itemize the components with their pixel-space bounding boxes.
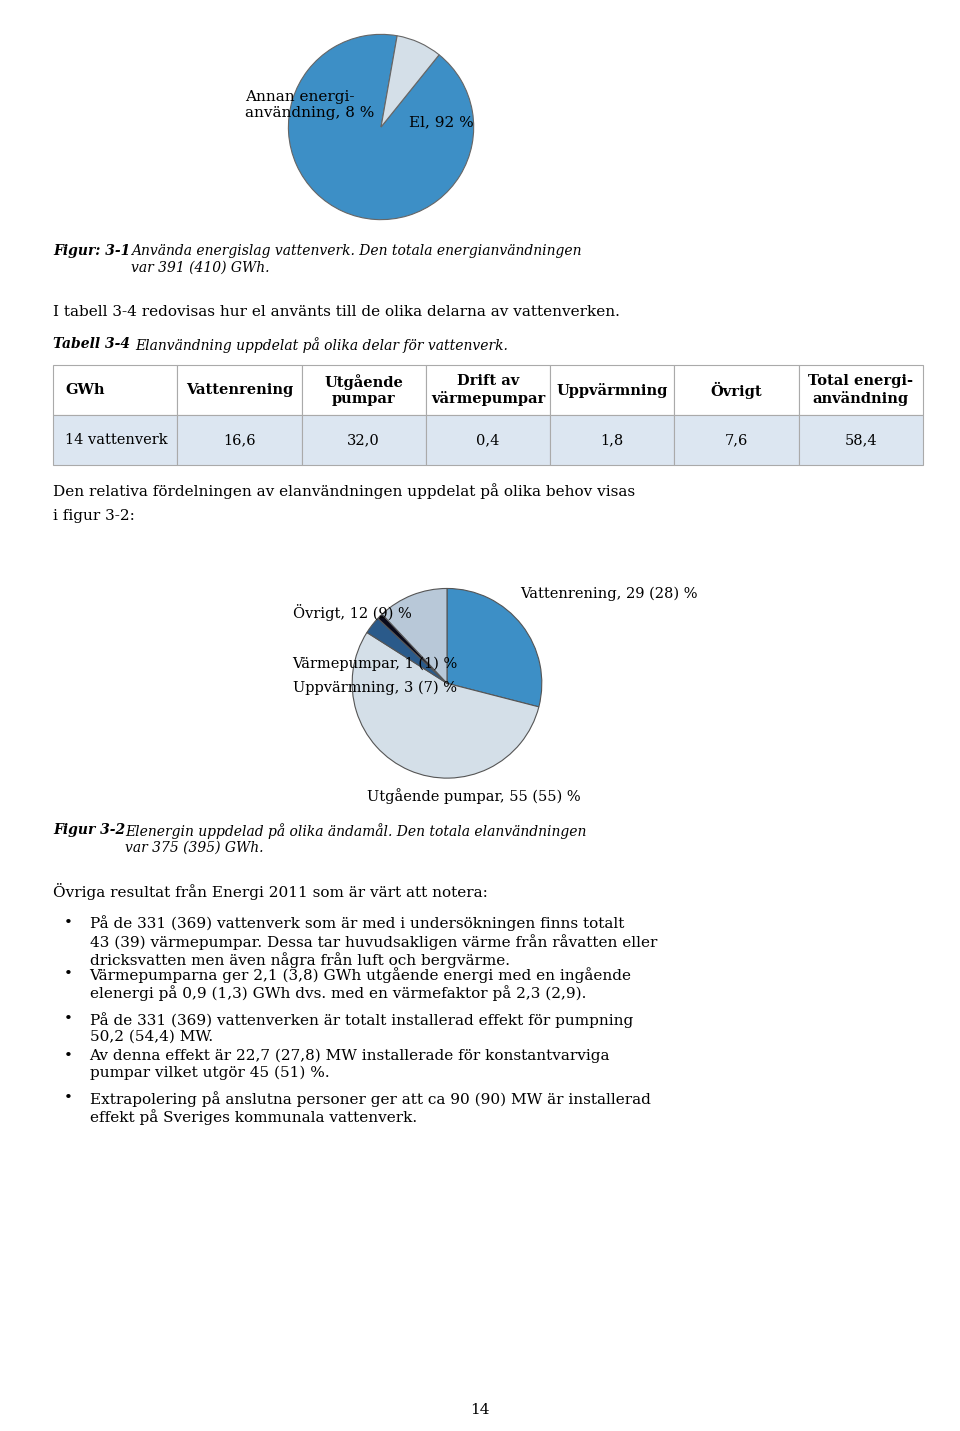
Text: Uppvärmning, 3 (7) %: Uppvärmning, 3 (7) %: [293, 681, 457, 695]
Text: •: •: [63, 1049, 72, 1063]
Text: Värmepumparna ger 2,1 (3,8) GWh utgående energi med en ingående
elenergi på 0,9 : Värmepumparna ger 2,1 (3,8) GWh utgående…: [89, 967, 632, 1002]
Text: Figur: 3-1: Figur: 3-1: [53, 245, 131, 258]
Wedge shape: [381, 36, 439, 127]
Text: Värmepumpar, 1 (1) %: Värmepumpar, 1 (1) %: [293, 657, 458, 671]
Text: •: •: [63, 967, 72, 980]
Wedge shape: [288, 34, 473, 219]
Text: i figur 3-2:: i figur 3-2:: [53, 509, 134, 524]
Text: •: •: [63, 916, 72, 930]
Text: Av denna effekt är 22,7 (27,8) MW installerade för konstantvarviga
pumpar vilket: Av denna effekt är 22,7 (27,8) MW instal…: [89, 1049, 610, 1080]
Text: Annan energi-
användning, 8 %: Annan energi- användning, 8 %: [245, 90, 374, 120]
Text: •: •: [63, 1090, 72, 1105]
Text: El, 92 %: El, 92 %: [409, 116, 474, 130]
Text: Elenergin uppdelad på olika ändamål. Den totala elanvändningen
var 375 (395) GWh: Elenergin uppdelad på olika ändamål. Den…: [125, 823, 587, 856]
Text: Extrapolering på anslutna personer ger att ca 90 (90) MW är installerad
effekt p: Extrapolering på anslutna personer ger a…: [89, 1090, 651, 1125]
Text: Tabell 3-4: Tabell 3-4: [53, 336, 130, 351]
Text: I tabell 3-4 redovisas hur el använts till de olika delarna av vattenverken.: I tabell 3-4 redovisas hur el använts ti…: [53, 305, 620, 319]
Wedge shape: [447, 588, 541, 707]
Text: På de 331 (369) vattenverken är totalt installerad effekt för pumpning
50,2 (54,: På de 331 (369) vattenverken är totalt i…: [89, 1012, 633, 1043]
Text: 14: 14: [470, 1402, 490, 1417]
Wedge shape: [367, 618, 447, 683]
Text: Använda energislag vattenverk. Den totala energianvändningen
var 391 (410) GWh.: Använda energislag vattenverk. Den total…: [132, 245, 582, 275]
Text: Utgående pumpar, 55 (55) %: Utgående pumpar, 55 (55) %: [367, 788, 581, 804]
Wedge shape: [352, 633, 539, 778]
Wedge shape: [378, 614, 447, 683]
Text: Elanvändning uppdelat på olika delar för vattenverk.: Elanvändning uppdelat på olika delar för…: [135, 336, 509, 353]
Text: Vattenrening, 29 (28) %: Vattenrening, 29 (28) %: [520, 587, 698, 601]
Text: Den relativa fördelningen av elanvändningen uppdelat på olika behov visas: Den relativa fördelningen av elanvändnin…: [53, 484, 636, 499]
Text: Övrigt, 12 (9) %: Övrigt, 12 (9) %: [293, 604, 412, 621]
Text: Övriga resultat från Energi 2011 som är värt att notera:: Övriga resultat från Energi 2011 som är …: [53, 883, 488, 900]
Wedge shape: [382, 588, 447, 683]
Text: Figur 3-2: Figur 3-2: [53, 823, 125, 837]
Text: På de 331 (369) vattenverk som är med i undersökningen finns totalt
43 (39) värm: På de 331 (369) vattenverk som är med i …: [89, 916, 657, 969]
Text: •: •: [63, 1012, 72, 1026]
